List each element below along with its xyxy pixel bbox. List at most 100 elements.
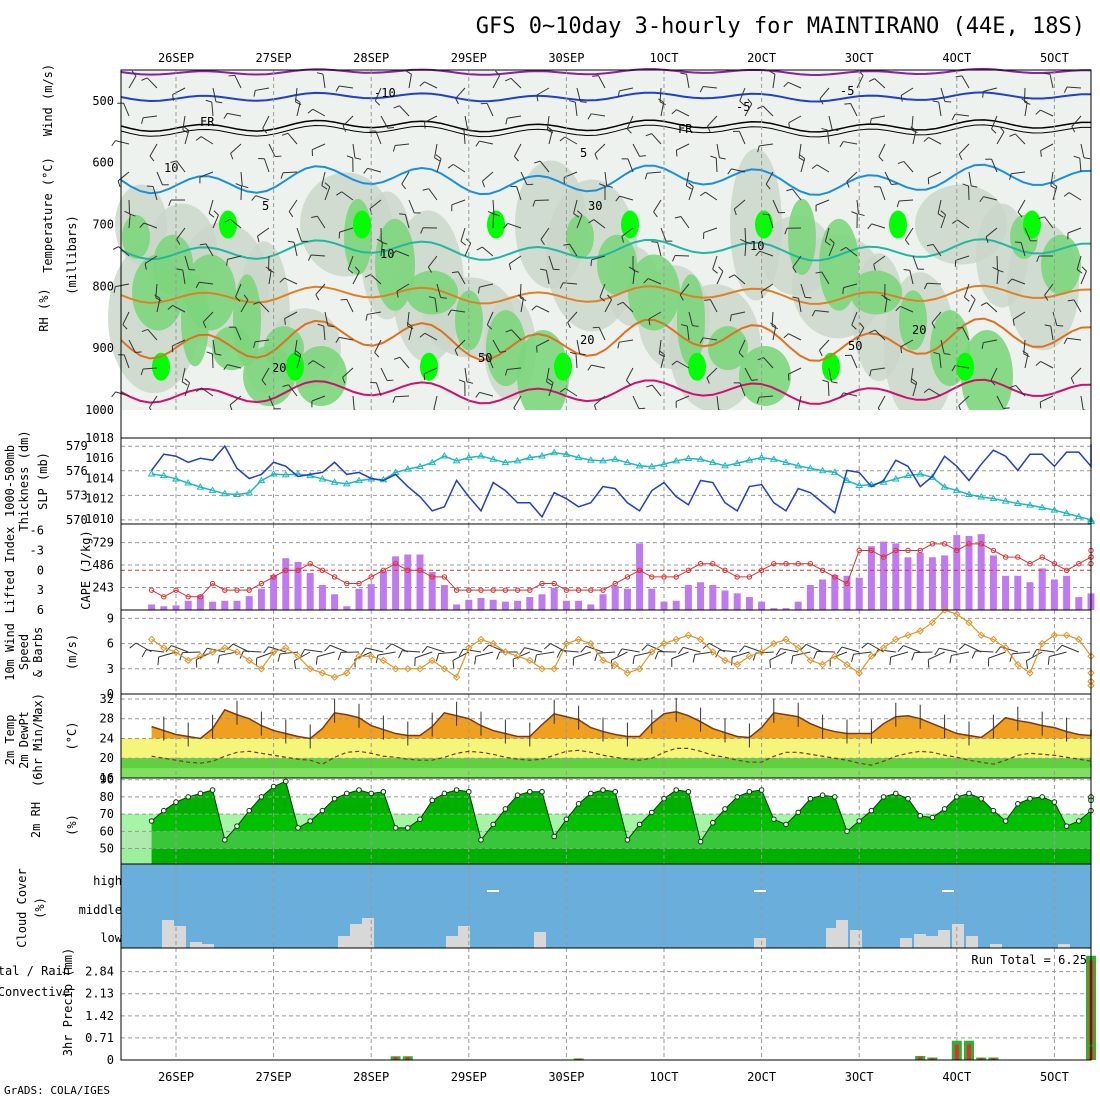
wind-speed-marker (855, 669, 863, 677)
rh-area-high (286, 352, 304, 381)
wind-barb (563, 243, 570, 246)
wind-barb (315, 294, 320, 301)
wind-speed-marker (904, 631, 912, 639)
wind-barb (354, 157, 362, 160)
wind-barb (832, 129, 839, 132)
wind-ylabel2: (m/s) (65, 634, 79, 670)
wind-barb (719, 649, 738, 653)
wind-barb (217, 655, 220, 664)
cloud-low-bar (1058, 944, 1070, 948)
thickness-marker (428, 458, 437, 466)
wind-barb (205, 243, 214, 257)
cape-tick: 486 (92, 558, 114, 572)
wind-speed-marker (257, 665, 266, 673)
wind-barb (296, 227, 303, 242)
wind-barb (280, 651, 299, 655)
wind-barb (544, 643, 551, 650)
wind-barb (647, 278, 662, 285)
wind-barb (424, 332, 438, 341)
wind-barb (955, 113, 970, 117)
wind-barb (836, 646, 843, 654)
cloud-level-label: low (100, 931, 122, 945)
wind-barb (704, 299, 711, 301)
contour-label: 10 (750, 239, 764, 253)
wind-barb (679, 294, 684, 301)
thickness-marker (184, 479, 193, 486)
wind-barb (1052, 311, 1058, 326)
wind-barb (399, 105, 410, 117)
thickness-marker (550, 448, 559, 456)
wind-barb (486, 311, 494, 325)
wind-speed-marker (623, 669, 632, 677)
wind-barb (363, 168, 368, 174)
wind-barb (968, 171, 972, 186)
wind-barb (277, 653, 281, 662)
wind-barb (387, 379, 394, 382)
thickness-marker (147, 470, 156, 477)
wind-barb (144, 263, 147, 270)
wind-barb (798, 298, 802, 313)
wind-barb (202, 311, 214, 323)
wind-barb (229, 404, 233, 411)
wind-barb (391, 250, 397, 256)
wind-barb (964, 296, 970, 302)
cloud-low-bar (826, 928, 838, 948)
wind-barb (215, 101, 223, 104)
cape-bar (209, 601, 217, 610)
wind-barb (617, 90, 620, 98)
rh-marker (173, 799, 179, 805)
wind-barb (495, 70, 500, 76)
wind-barb (234, 75, 242, 89)
wind-barb (202, 647, 208, 656)
wind-barb (739, 100, 745, 106)
li-marker (795, 560, 801, 567)
rh-marker (758, 787, 765, 793)
wind-barb (829, 238, 835, 244)
rh-area-mid (486, 310, 526, 387)
li-marker (868, 547, 875, 554)
wind-barb (940, 210, 946, 216)
wind-speed-marker (867, 652, 876, 660)
wind-barb (710, 155, 717, 159)
wind-barb (625, 367, 634, 381)
wind-barb (399, 213, 406, 215)
cloud-low-bar (926, 936, 938, 948)
thickness-marker (647, 462, 656, 470)
wind-barb (816, 650, 835, 653)
panel-frame (120, 609, 1092, 695)
wind-barb (143, 222, 158, 229)
wind-barb (898, 199, 914, 202)
wind-barb (744, 103, 753, 117)
wind-barb (757, 105, 764, 110)
wind-barb (813, 651, 818, 660)
wind-barb (141, 117, 144, 124)
temp-area (151, 709, 1092, 739)
wind-barb (427, 255, 438, 268)
thickness-marker (477, 452, 485, 459)
wind-barb (719, 157, 726, 160)
wind-barb (466, 381, 474, 384)
wind-barb (1032, 649, 1038, 657)
temp-contour-5 (120, 163, 1092, 196)
wind-barb (158, 651, 177, 658)
li-marker (429, 574, 435, 580)
rh-area-mid (788, 198, 816, 275)
precip-tick: 2.84 (85, 965, 114, 979)
wind-barb (1080, 395, 1084, 410)
wind-barb (910, 367, 914, 382)
wind-barb (255, 195, 270, 201)
thickness-marker (794, 461, 803, 469)
li-marker (624, 574, 631, 580)
wind-barb (745, 241, 752, 245)
wind-speed-marker (989, 635, 998, 644)
thickness-marker (355, 476, 363, 484)
wind-barb (580, 645, 587, 653)
cloud-low-bar (174, 926, 186, 948)
rh-marker (1027, 795, 1033, 802)
wind-speed-marker (208, 648, 217, 656)
wind-barb (975, 650, 994, 653)
pressure-tick: 600 (92, 156, 114, 170)
wind-barb (435, 653, 440, 662)
wind-barb (575, 353, 578, 369)
rh-area-high (152, 352, 170, 381)
